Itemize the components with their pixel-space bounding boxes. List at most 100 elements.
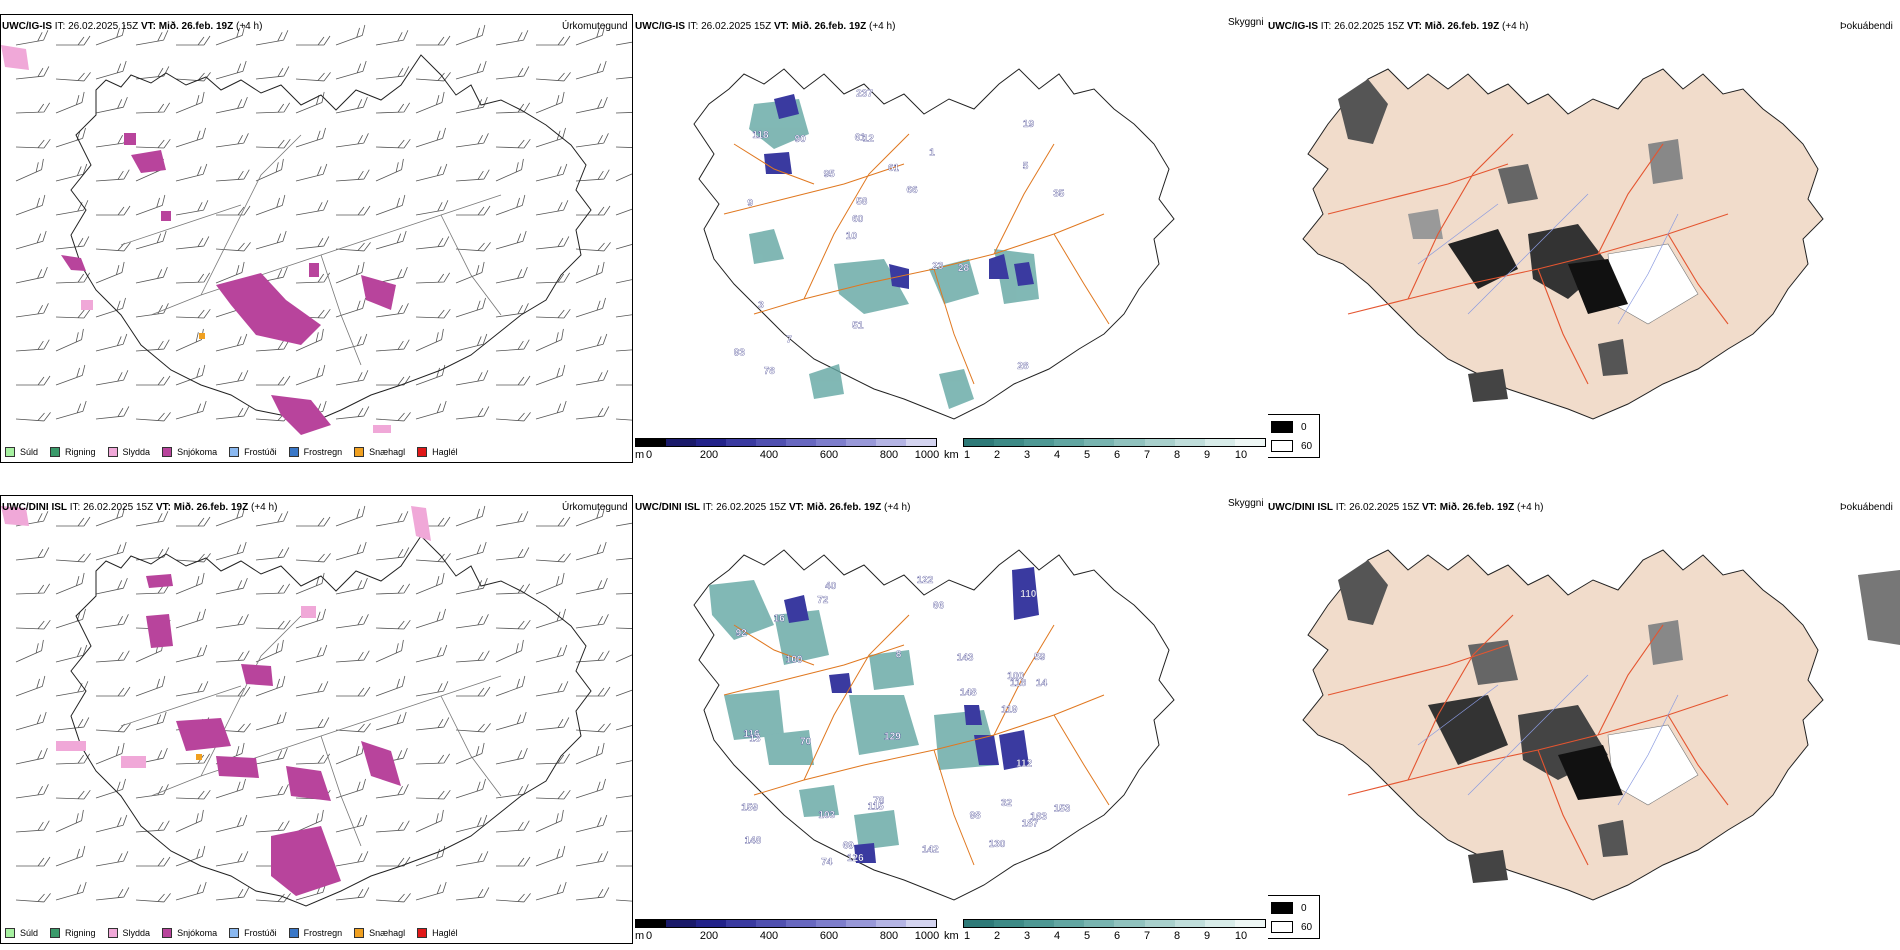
cloudbase-value: 23 <box>932 261 944 272</box>
legend-label: Haglél <box>432 928 458 938</box>
wind-barb <box>415 308 451 319</box>
wind-barb <box>55 845 86 867</box>
cloud-visibility-panel-2: 32 59 163 8 148 40 100 103 110 100 14 92 119 126 159 16… <box>634 495 1267 944</box>
fog-legend: 0 60 <box>1268 895 1320 939</box>
legend-label: Slydda <box>122 447 151 457</box>
precip-title-2: Úrkomutegund <box>562 502 628 513</box>
wind-barb <box>495 747 528 765</box>
wind-barb <box>215 778 246 799</box>
tick-label: 200 <box>699 930 719 942</box>
wind-barb <box>135 66 170 80</box>
wind-barb <box>576 686 611 697</box>
wind-barb <box>255 583 291 595</box>
it-label: IT: <box>702 502 714 513</box>
vt-value: Mið. 26.feb. 19Z <box>806 502 882 513</box>
wind-barb <box>535 881 567 901</box>
wind-barb <box>495 583 531 595</box>
wind-barb <box>135 303 169 318</box>
legend-swatch <box>50 928 61 938</box>
tick-label: 4 <box>1053 449 1061 461</box>
snow-areas <box>61 133 396 435</box>
roads <box>1327 614 1729 866</box>
cloudbase-ticks: 0 200 400 600 800 1000 <box>635 449 939 461</box>
cloudbase-value: 153 <box>1054 804 1071 815</box>
legend-swatch <box>354 928 365 938</box>
wind-barb <box>215 505 246 527</box>
wind-barb <box>575 261 605 284</box>
wind-barb <box>375 303 409 318</box>
wind-barb <box>175 809 204 833</box>
legend-item-sudd: Súld <box>5 447 38 457</box>
wind-barb <box>535 236 570 250</box>
legend-item-haglel: Haglél <box>417 928 458 938</box>
wind-barb <box>575 577 608 595</box>
wind-barb <box>455 650 490 663</box>
wind-barb <box>176 516 211 527</box>
cloud-title-1: Skyggni <box>1228 17 1264 28</box>
cloudbase-value: 148 <box>960 688 977 699</box>
fog-legend: 0 60 <box>1268 414 1320 458</box>
cloudbase-value: 119 <box>1001 704 1018 715</box>
cloudbase-value: 237 <box>856 89 873 100</box>
visibility-ticks: 1 2 3 4 5 6 7 8 9 10 <box>963 449 1266 461</box>
it-label: IT: <box>54 21 66 32</box>
wind-barb <box>455 577 488 595</box>
wind-barb <box>255 230 287 250</box>
wind-barb <box>495 230 527 250</box>
roads <box>120 615 502 847</box>
wind-barb <box>375 194 406 216</box>
wind-barb <box>575 96 608 114</box>
visibility-ticks: 1 2 3 4 5 6 7 8 9 10 <box>963 930 1266 942</box>
wind-barb <box>535 845 566 867</box>
vt-value: Mið. 26.feb. 19Z <box>1439 502 1515 513</box>
cloudbase-value: 130 <box>989 839 1006 850</box>
wind-barb <box>535 400 567 420</box>
wind-barb <box>335 96 368 114</box>
wind-barb <box>95 169 130 182</box>
cloudbase-value: 115 <box>868 802 885 813</box>
wind-barb <box>215 814 248 833</box>
wind-barb <box>616 384 632 386</box>
wind-barb <box>375 675 406 697</box>
wind-barb <box>215 614 249 629</box>
fog-legend-label: 0 <box>1301 421 1307 433</box>
wind-barb <box>215 851 249 867</box>
legend-swatch <box>162 447 173 457</box>
wind-barb <box>296 35 331 46</box>
wind-barb <box>375 158 404 182</box>
wind-barb <box>175 753 211 765</box>
wind-barb <box>495 102 531 114</box>
wind-barb <box>255 820 290 833</box>
wind-barb <box>95 778 126 799</box>
wind-barb <box>55 572 85 595</box>
wind-barb <box>335 814 368 833</box>
model-name: UWC/DINI ISL <box>1268 502 1333 513</box>
wind-barb <box>295 200 329 216</box>
tick-label: 400 <box>759 449 779 461</box>
wind-barb <box>575 297 606 318</box>
wind-barb <box>295 608 326 629</box>
wind-barb <box>575 723 611 733</box>
cloudbase-value: 93 <box>734 348 746 359</box>
wind-barb <box>55 91 85 114</box>
wind-barb <box>135 547 170 561</box>
visibility-areas <box>709 580 999 850</box>
fog-legend-row: 60 <box>1271 921 1312 933</box>
cloudbase-value: 28 <box>958 263 970 274</box>
wind-barb <box>575 742 605 765</box>
wind-barb <box>335 297 366 318</box>
legend-label: Slydda <box>122 928 151 938</box>
wind-barb <box>95 650 130 663</box>
fog-panel-2: 0 60 <box>1268 495 1900 944</box>
wind-barb <box>415 845 446 867</box>
wind-barb <box>455 814 488 833</box>
wind-barb <box>255 675 286 697</box>
legend-label: Súld <box>20 928 39 938</box>
legend-label: Frostúði <box>244 928 277 938</box>
vt-value: Mið. 26.feb. 19Z <box>173 502 249 513</box>
legend-item-rigning: Rigning <box>50 447 96 457</box>
wind-barb <box>255 711 287 731</box>
wind-barb <box>255 30 289 46</box>
wind-barb <box>415 789 451 800</box>
fog-legend-label: 60 <box>1301 440 1313 452</box>
